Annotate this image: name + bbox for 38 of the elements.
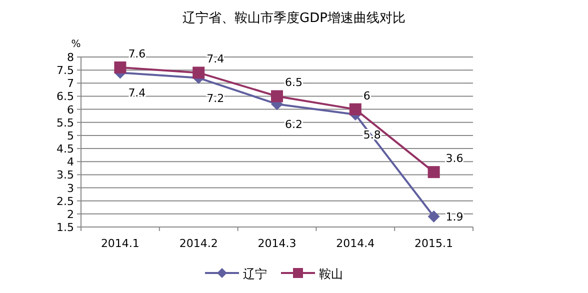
data-label: 7.4 <box>128 86 146 100</box>
y-tick-label: 2.5 <box>56 194 74 208</box>
y-tick-label: 5 <box>67 129 74 142</box>
data-label: 7.6 <box>128 47 146 60</box>
x-tick-label: 2014.4 <box>336 237 375 250</box>
point <box>192 66 205 79</box>
chart-title: 辽宁省、鞍山市季度GDP增速曲线对比 <box>182 10 406 26</box>
data-label: 6.5 <box>285 76 302 90</box>
y-tick-label: 7.5 <box>56 64 74 78</box>
data-label: 6.2 <box>285 118 302 132</box>
y-tick-label: 4.5 <box>56 142 74 156</box>
data-label: 1.9 <box>446 210 464 224</box>
y-axis-title: % <box>71 39 81 50</box>
y-tick-label: 4 <box>67 156 74 169</box>
point <box>428 166 440 178</box>
y-tick-label: 2 <box>67 208 74 221</box>
x-tick-label: 2015.1 <box>414 237 454 250</box>
point <box>271 90 283 102</box>
y-tick-label: 7 <box>67 77 74 90</box>
y-tick-label: 3 <box>67 182 74 195</box>
legend-label: 鞍山 <box>319 267 343 281</box>
point <box>114 61 126 74</box>
legend-label: 辽宁 <box>243 267 267 281</box>
x-tick-label: 2014.1 <box>100 237 140 250</box>
y-tick-label: 3.5 <box>56 168 74 182</box>
point <box>428 210 440 223</box>
x-tick-label: 2014.3 <box>258 237 296 250</box>
y-tick-label: 8 <box>67 51 74 64</box>
data-label: 7.4 <box>206 52 224 66</box>
point <box>349 103 362 116</box>
y-tick-label: 6 <box>67 103 74 116</box>
y-tick-label: 6.5 <box>56 90 74 104</box>
data-label: 7.2 <box>206 92 224 105</box>
data-label: 3.6 <box>446 152 464 166</box>
y-tick-label: 5.5 <box>56 116 74 130</box>
data-label: 6 <box>363 89 370 102</box>
y-tick-label: 1.5 <box>56 221 74 234</box>
x-tick-label: 2014.2 <box>179 237 218 250</box>
